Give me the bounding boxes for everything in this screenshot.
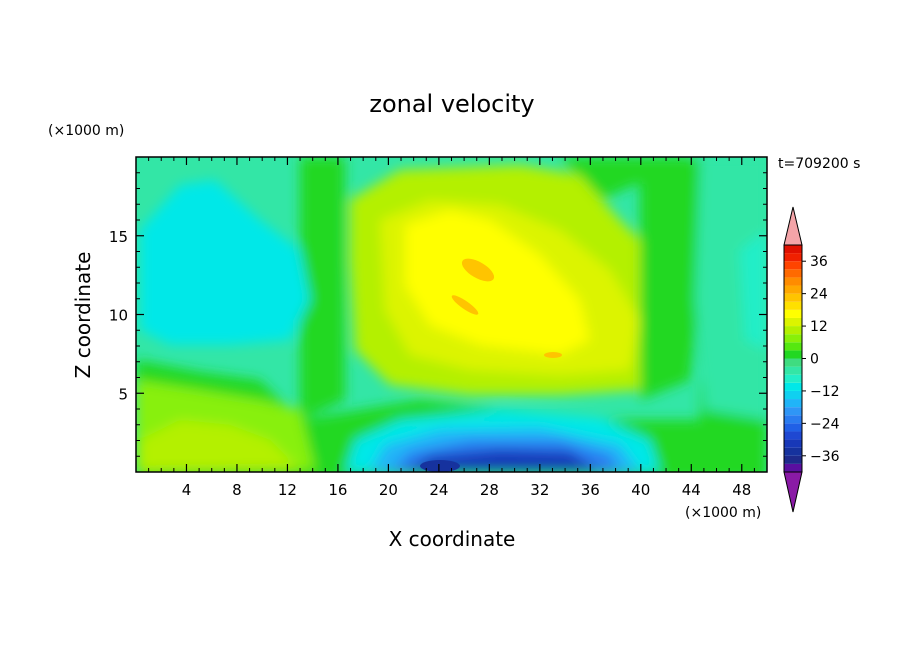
region-green-left: [300, 157, 345, 420]
colorbar-tick-label: −12: [810, 384, 840, 400]
colorbar-swatch: [784, 326, 802, 335]
region-yellow-center: [405, 210, 590, 355]
region-yellowgreen-lowerleft: [140, 420, 300, 472]
x-tick-label: 28: [480, 481, 499, 499]
colorbar-swatch: [784, 317, 802, 327]
colorbar-swatch: [784, 350, 802, 359]
colorbar-swatch: [784, 358, 802, 367]
colorbar-swatch: [784, 253, 802, 262]
region-green-right: [640, 157, 700, 400]
x-tick-label: 48: [732, 481, 751, 499]
colorbar-swatch: [784, 293, 802, 302]
colorbar-swatch: [784, 374, 802, 383]
colorbar-swatch: [784, 390, 802, 400]
colorbar-swatch: [784, 366, 802, 375]
y-tick-label: 5: [118, 385, 128, 403]
colorbar-swatch: [784, 407, 802, 416]
colorbar-tick-label: 0: [810, 352, 819, 368]
colorbar-tick-label: −24: [810, 416, 840, 432]
colorbar-swatch: [784, 399, 802, 408]
colorbar-swatch: [784, 342, 802, 351]
max-core-1: [461, 258, 495, 282]
x-tick-label: 4: [182, 481, 192, 499]
region-cyan-right: [740, 230, 767, 350]
colorbar-swatch: [784, 439, 802, 448]
x-tick-label: 8: [232, 481, 242, 499]
time-label: t=709200 s: [778, 156, 860, 172]
colorbar-over-triangle: [783, 206, 803, 246]
colorbar: 36 24 12 0 −12 −24 −36: [783, 206, 840, 513]
y-tick-label: 15: [109, 228, 128, 246]
colorbar-tick-label: 24: [810, 287, 828, 303]
y-axis-title: Z coordinate: [71, 252, 95, 379]
colorbar-swatch: [784, 463, 802, 472]
colorbar-swatch: [784, 277, 802, 286]
colorbar-swatch: [784, 382, 802, 391]
contour-field: [136, 157, 767, 472]
x-axis-title: X coordinate: [389, 527, 516, 551]
max-core-2: [451, 295, 479, 315]
colorbar-swatch: [784, 447, 802, 456]
chart-title: zonal velocity: [369, 90, 534, 118]
colorbar-swatch: [784, 455, 802, 464]
colorbar-swatch: [784, 245, 802, 254]
colorbar-swatch: [784, 415, 802, 424]
y-tick-label: 10: [109, 307, 128, 325]
colorbar-tick-label: −36: [810, 449, 840, 465]
x-tick-label: 32: [530, 481, 549, 499]
colorbar-swatch: [784, 269, 802, 278]
colorbar-swatch: [784, 285, 802, 294]
colorbar-swatch: [784, 423, 802, 432]
colorbar-swatch: [784, 301, 802, 310]
colorbar-tick-label: 36: [810, 254, 828, 270]
y-axis: 5 10 15: [109, 172, 767, 457]
colorbar-swatch: [784, 334, 802, 343]
x-tick-label: 44: [682, 481, 701, 499]
x-tick-label: 40: [631, 481, 650, 499]
colorbar-swatch: [784, 309, 802, 318]
x-tick-label: 16: [328, 481, 347, 499]
colorbar-swatch: [784, 261, 802, 270]
colorbar-under-triangle: [783, 471, 803, 513]
y-unit-label: (×1000 m): [48, 123, 124, 139]
region-teal-right: [695, 157, 767, 420]
colorbar-swatch: [784, 431, 802, 440]
x-unit-label: (×1000 m): [685, 505, 761, 521]
x-tick-label: 12: [278, 481, 297, 499]
x-axis: 4 8 12 16 20 24 28 32 36 40 44 48: [148, 157, 755, 499]
colorbar-tick-label: 12: [810, 319, 828, 335]
max-core-3: [544, 352, 562, 358]
region-cyan-left: [140, 180, 310, 345]
x-tick-label: 36: [581, 481, 600, 499]
x-tick-label: 24: [429, 481, 448, 499]
min-core: [420, 460, 460, 472]
x-tick-label: 20: [379, 481, 398, 499]
